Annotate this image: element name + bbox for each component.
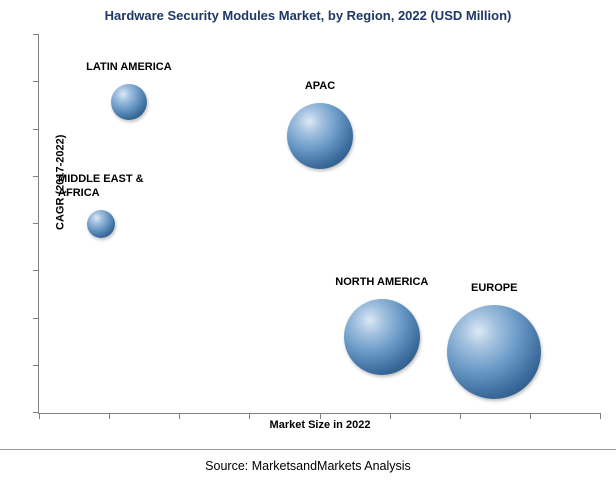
y-axis-tick — [33, 364, 38, 366]
bubble-label-line: NORTH AMERICA — [335, 276, 429, 289]
x-axis-tick — [249, 414, 251, 419]
plot-area: CAGR (2017-2022) Market Size in 2022 EUR… — [33, 34, 601, 431]
x-axis-tick — [319, 414, 321, 419]
bubble-label-line: EUROPE — [470, 282, 518, 295]
x-axis-tick — [389, 414, 391, 419]
y-axis-tick — [33, 223, 38, 224]
bubble-latin-america — [110, 84, 147, 121]
chart-title: Hardware Security Modules Market, by Reg… — [104, 8, 512, 23]
y-axis-tick — [33, 128, 38, 130]
bubble-label-line: MIDDLE EAST & — [58, 172, 144, 185]
source-divider: Source: MarketsandMarkets Analysis — [0, 449, 616, 483]
y-axis-tick — [33, 34, 38, 35]
x-axis-title: Market Size in 2022 — [269, 419, 371, 431]
x-axis-tick — [529, 414, 531, 419]
bubble-apac — [287, 103, 353, 170]
bubble-label-middle-east-africa: MIDDLE EAST & AFRICA — [58, 172, 144, 200]
y-axis-tick — [33, 175, 38, 177]
bubble-middle-east-africa — [86, 209, 115, 238]
x-axis-tick — [39, 414, 40, 419]
x-axis-tick — [600, 414, 601, 419]
x-axis-tick — [179, 414, 181, 419]
bubble-label-europe: EUROPE — [471, 281, 517, 295]
bubble-label-line: LATIN AMERICA — [86, 61, 172, 74]
bubble-label-line: AFRICA — [58, 186, 100, 199]
y-axis-tick — [33, 81, 38, 83]
bubble-north-america — [343, 299, 420, 376]
bubble-label-apac: APAC — [305, 79, 335, 93]
x-axis-tick — [459, 414, 461, 419]
y-axis-tick — [33, 317, 38, 319]
bubble-label-latin-america: LATIN AMERICA — [86, 60, 172, 74]
bubble-label-line: APAC — [304, 80, 336, 93]
y-axis-tick — [33, 270, 38, 272]
bubble-label-north-america: NORTH AMERICA — [335, 275, 428, 289]
bubble-europe — [447, 305, 542, 400]
x-axis-tick — [109, 414, 111, 419]
y-axis-tick — [33, 412, 38, 413]
source-text: Source: MarketsandMarkets Analysis — [205, 459, 411, 473]
